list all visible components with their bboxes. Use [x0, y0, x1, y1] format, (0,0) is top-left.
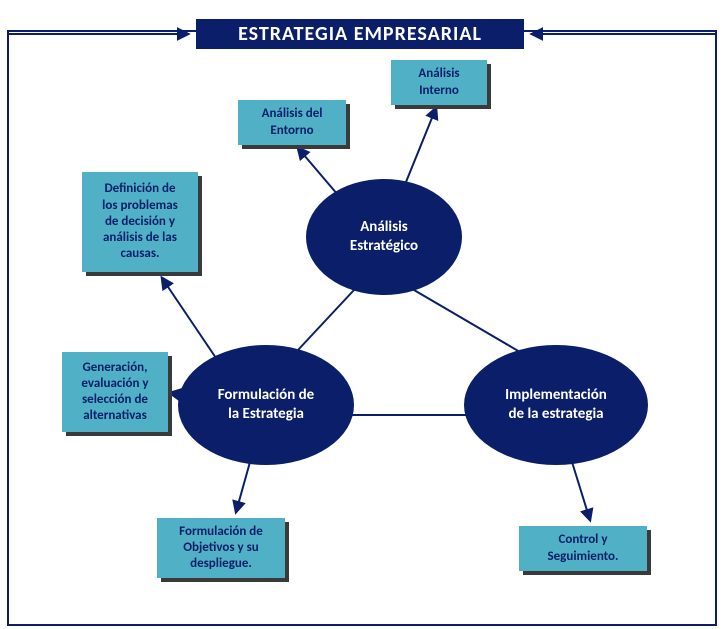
ellipse-label-analisis: Análisis Estratégico: [350, 218, 418, 256]
box-entorno: Análisis del Entorno: [238, 100, 346, 145]
box-generacion: Generación, evaluación y selección de al…: [62, 352, 168, 432]
box-label-definicion: Definición de los problemas de decisión …: [102, 181, 178, 262]
box-label-objetivos: Formulación de Objetivos y su despliegue…: [179, 524, 263, 573]
box-control: Control y Seguimiento.: [519, 526, 647, 571]
box-objetivos: Formulación de Objetivos y su despliegue…: [157, 518, 285, 578]
box-label-entorno: Análisis del Entorno: [262, 106, 323, 139]
box-label-interno: Análisis Interno: [418, 66, 459, 99]
box-interno: Análisis Interno: [391, 60, 487, 105]
diagram-canvas: ESTRATEGIA EMPRESARIAL Análisis Estratégi…: [0, 0, 724, 629]
box-label-generacion: Generación, evaluación y selección de al…: [81, 360, 148, 425]
ellipse-label-implementacion: Implementación de la estrategia: [505, 386, 607, 424]
title-box: ESTRATEGIA EMPRESARIAL: [196, 19, 524, 49]
ellipse-implementacion: Implementación de la estrategia: [464, 345, 648, 465]
ellipse-formulacion: Formulación de la Estrategia: [178, 345, 354, 465]
ellipse-analisis: Análisis Estratégico: [306, 179, 462, 295]
ellipse-label-formulacion: Formulación de la Estrategia: [218, 386, 315, 424]
title-text: ESTRATEGIA EMPRESARIAL: [238, 22, 482, 46]
box-label-control: Control y Seguimiento.: [547, 532, 618, 565]
box-definicion: Definición de los problemas de decisión …: [82, 172, 198, 272]
